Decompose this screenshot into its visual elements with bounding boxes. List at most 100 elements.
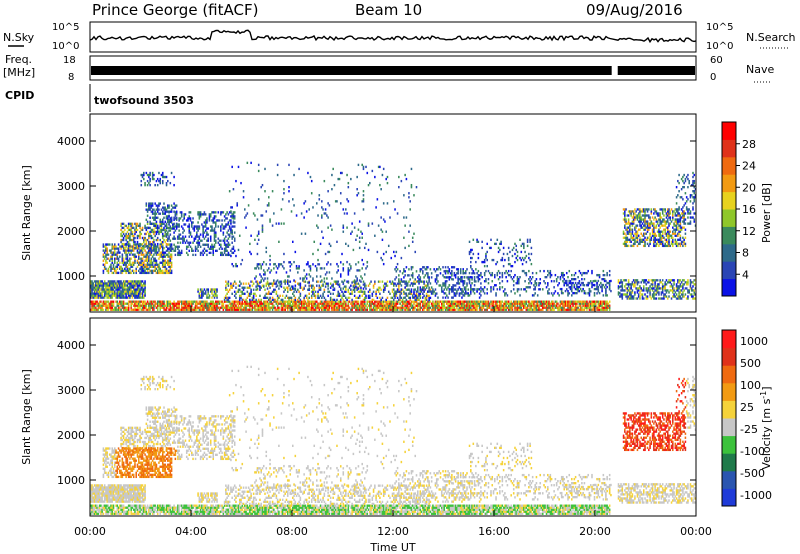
power-cell (259, 306, 261, 309)
power-cell (173, 235, 175, 238)
power-cell (110, 282, 112, 285)
power-cell (414, 306, 417, 309)
power-cell (501, 258, 504, 262)
power-cell (216, 302, 218, 305)
power-cell (308, 292, 310, 295)
power-cell (496, 300, 499, 303)
power-cell (220, 227, 222, 230)
power-cell (467, 288, 470, 291)
power-cell (385, 298, 387, 302)
power-cell (126, 249, 129, 252)
power-cell (203, 211, 206, 214)
power-cell (93, 304, 96, 307)
power-cell (202, 249, 204, 252)
power-cell (440, 286, 443, 289)
power-cell (353, 279, 356, 282)
power-cell (121, 271, 124, 275)
power-cell (562, 276, 564, 279)
power-cell (213, 233, 216, 236)
power-cell (386, 304, 389, 307)
power-cell (519, 302, 521, 305)
power-cell (438, 304, 441, 307)
power-cell (125, 308, 127, 311)
power-cell (129, 290, 131, 293)
power-cell (280, 285, 283, 288)
power-cell (437, 274, 439, 277)
power-cell (92, 306, 95, 309)
power-cell (304, 294, 307, 297)
power-cell (501, 306, 504, 309)
power-cell (184, 302, 187, 305)
power-cell (135, 296, 138, 299)
power-cell (380, 300, 382, 303)
power-cell (106, 249, 108, 252)
power-cell (214, 300, 217, 303)
power-cell (507, 273, 510, 277)
power-cell (583, 271, 586, 275)
power-cell (106, 306, 108, 309)
nave-tick-bottom: 0 (710, 72, 716, 83)
power-cell (113, 261, 116, 264)
power-cell (97, 294, 100, 297)
power-cell (161, 220, 164, 223)
power-cell (117, 284, 120, 287)
power-cell (187, 308, 189, 311)
power-cell (289, 302, 292, 305)
power-cell (569, 280, 572, 283)
power-cell (505, 306, 507, 309)
power-cell (126, 240, 129, 244)
power-cell (274, 288, 276, 291)
power-cell (597, 300, 600, 303)
power-cell (213, 229, 216, 232)
power-cell (582, 308, 584, 311)
power-cell (442, 308, 444, 311)
power-cell (111, 247, 114, 250)
power-cell (231, 300, 233, 303)
power-cell (535, 271, 538, 275)
power-cell (375, 290, 377, 293)
power-cell (545, 300, 548, 303)
power-cell (227, 221, 230, 224)
power-cell (214, 233, 217, 236)
power-cell (134, 280, 136, 283)
power-cell (598, 273, 601, 277)
power-cell (411, 296, 414, 299)
power-cell (97, 306, 100, 309)
power-cell (423, 308, 425, 311)
power-cell (159, 212, 161, 215)
power-cell (201, 292, 203, 295)
power-cell (374, 302, 376, 305)
power-cell (387, 308, 390, 311)
power-cell (462, 306, 464, 309)
power-cell (122, 245, 125, 248)
power-cell (486, 264, 488, 268)
power-cell (557, 284, 559, 287)
power-cell (608, 306, 611, 309)
power-cell (178, 249, 180, 252)
power-cell (144, 292, 146, 295)
power-cell (126, 234, 129, 238)
power-cell (622, 279, 625, 282)
power-cell (309, 284, 312, 287)
power-cell (188, 223, 191, 226)
power-cell (595, 300, 597, 303)
power-cell (280, 302, 283, 305)
power-cell (571, 282, 573, 285)
power-cell (564, 300, 567, 303)
power-cell (129, 234, 131, 238)
power-cell (355, 306, 357, 309)
power-cell (568, 308, 571, 311)
power-cell (405, 308, 408, 311)
power-cell (116, 308, 119, 311)
power-cell (528, 300, 530, 303)
power-cell (569, 304, 572, 307)
power-cell (116, 300, 119, 303)
power-cell (534, 282, 536, 285)
power-cell (480, 274, 482, 277)
power-cell (598, 276, 601, 279)
power-cell (242, 288, 245, 291)
power-cell (250, 292, 252, 295)
power-cell (189, 241, 192, 244)
power-cell (555, 304, 558, 307)
power-cell (183, 308, 185, 311)
